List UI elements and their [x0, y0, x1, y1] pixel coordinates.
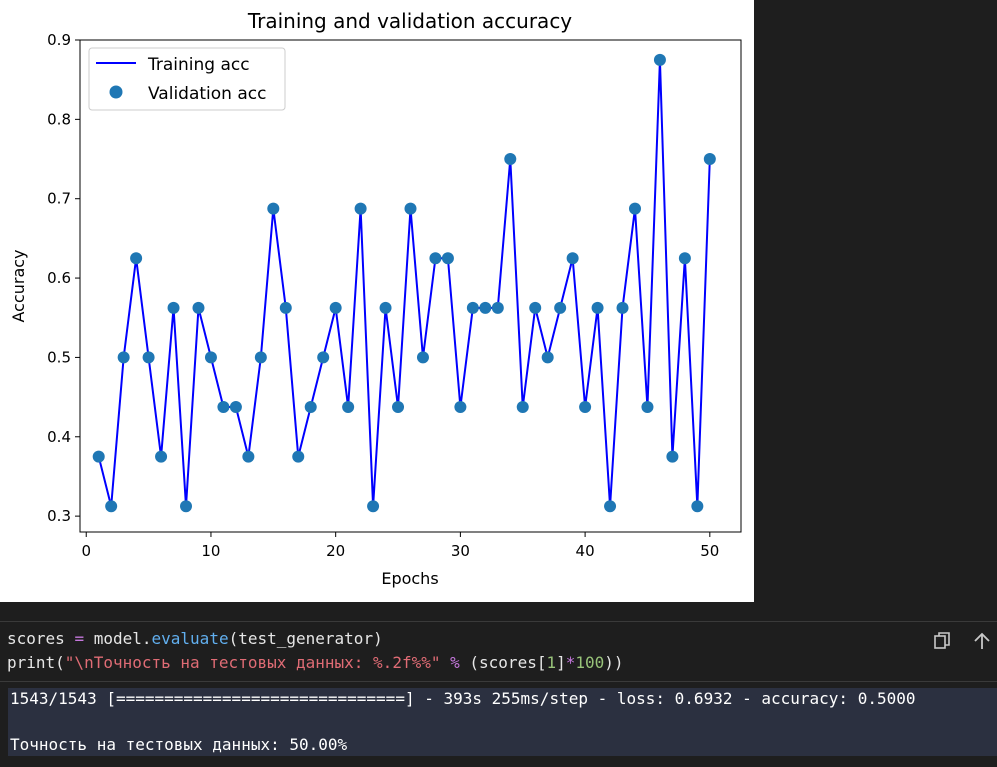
- y-axis-label: Accuracy: [9, 249, 28, 322]
- validation-acc-point: [92, 450, 105, 463]
- validation-acc-point: [691, 500, 704, 513]
- x-axis-label: Epochs: [381, 569, 438, 588]
- training-acc-line: [97, 59, 711, 507]
- validation-acc-point: [329, 301, 342, 314]
- validation-acc-point: [566, 252, 579, 265]
- validation-acc-point: [167, 301, 180, 314]
- validation-acc-point: [529, 301, 542, 314]
- validation-acc-point: [504, 153, 517, 166]
- code-token: %: [450, 653, 460, 672]
- validation-acc-point: [653, 53, 666, 66]
- x-tick-label: 40: [576, 542, 595, 560]
- chart-legend: Training acc Validation acc: [88, 47, 286, 111]
- validation-acc-point: [192, 301, 205, 314]
- code-token: scores: [7, 629, 75, 648]
- code-token: 1: [546, 653, 557, 672]
- cell-output: 1543/1543 [=============================…: [8, 688, 997, 756]
- code-token: 100: [575, 653, 605, 672]
- x-tick-label: 20: [326, 542, 345, 560]
- code-line-2: print("\nТочность на тестовых данных: %.…: [7, 653, 624, 672]
- validation-acc-point: [404, 202, 417, 215]
- y-tick-label: 0.7: [47, 190, 71, 208]
- progress-line: 1543/1543 [=============================…: [10, 689, 916, 708]
- validation-acc-point: [604, 500, 617, 513]
- code-token: model.: [84, 629, 152, 648]
- validation-acc-point: [130, 252, 143, 265]
- y-tick-label: 0.3: [47, 507, 71, 525]
- validation-acc-point: [454, 401, 467, 414]
- validation-acc-point: [155, 450, 168, 463]
- validation-acc-point: [429, 252, 442, 265]
- validation-acc-point: [242, 450, 255, 463]
- code-line-1: scores = model.evaluate(test_generator): [7, 629, 383, 648]
- result-line: Точность на тестовых данных: 50.00%: [10, 735, 348, 754]
- validation-acc-point: [554, 301, 567, 314]
- validation-acc-point: [479, 301, 492, 314]
- validation-acc-point: [254, 351, 267, 364]
- code-token: "\nТочность на тестовых данных: %.2f%%": [64, 653, 441, 672]
- arrow-up-icon[interactable]: [971, 630, 993, 652]
- validation-acc-point: [416, 351, 429, 364]
- code-token: print(: [7, 653, 65, 672]
- validation-acc-point: [379, 301, 392, 314]
- validation-acc-point: [279, 301, 292, 314]
- validation-acc-point: [142, 351, 155, 364]
- validation-acc-point: [579, 401, 592, 414]
- validation-acc-point: [441, 252, 454, 265]
- validation-acc-point: [541, 351, 554, 364]
- plot-output: Training and validation accuracy Epochs …: [0, 0, 754, 602]
- code-token: ]: [556, 653, 566, 672]
- validation-acc-point: [317, 351, 330, 364]
- validation-acc-point: [267, 202, 280, 215]
- chart-title: Training and validation accuracy: [247, 9, 572, 33]
- code-token: )): [604, 653, 624, 672]
- y-tick-label: 0.4: [47, 428, 71, 446]
- y-tick-label: 0.5: [47, 348, 71, 366]
- validation-acc-point: [292, 450, 305, 463]
- validation-acc-point: [516, 401, 529, 414]
- x-tick-label: 10: [201, 542, 220, 560]
- copy-icon[interactable]: [931, 630, 953, 652]
- validation-acc-point: [678, 252, 691, 265]
- validation-acc-point: [591, 301, 604, 314]
- validation-acc-point: [367, 500, 380, 513]
- validation-acc-point: [304, 401, 317, 414]
- code-token: (scores[: [459, 653, 547, 672]
- validation-acc-point: [628, 202, 641, 215]
- validation-acc-point: [392, 401, 405, 414]
- x-tick-label: 0: [81, 542, 91, 560]
- validation-acc-point: [703, 153, 716, 166]
- axes-frame: [79, 39, 742, 533]
- code-token: [440, 653, 450, 672]
- validation-acc-point: [666, 450, 679, 463]
- code-token: =: [74, 629, 85, 648]
- validation-acc-point: [354, 202, 367, 215]
- validation-acc-point: [491, 301, 504, 314]
- validation-acc-point: [466, 301, 479, 314]
- validation-acc-point: [217, 401, 230, 414]
- validation-acc-point: [204, 351, 217, 364]
- code-token: (test_generator): [228, 629, 383, 648]
- code-token: evaluate: [151, 629, 229, 648]
- code-token: *: [565, 653, 576, 672]
- code-cell[interactable]: scores = model.evaluate(test_generator) …: [0, 621, 997, 682]
- validation-acc-point: [616, 301, 629, 314]
- validation-acc-point: [117, 351, 130, 364]
- y-tick-label: 0.8: [47, 110, 71, 128]
- x-tick-label: 30: [451, 542, 470, 560]
- legend-entry-validation: Validation acc: [148, 84, 266, 104]
- validation-acc-point: [105, 500, 118, 513]
- x-tick-label: 50: [700, 542, 719, 560]
- y-tick-label: 0.9: [47, 31, 71, 49]
- y-tick-label: 0.6: [47, 269, 71, 287]
- validation-acc-point: [180, 500, 193, 513]
- legend-entry-training: Training acc: [147, 55, 250, 75]
- validation-acc-point: [342, 401, 355, 414]
- accuracy-chart: Training and validation accuracy Epochs …: [9, 9, 742, 588]
- validation-acc-point: [641, 401, 654, 414]
- legend-dot-marker: [109, 85, 123, 99]
- validation-acc-point: [229, 401, 242, 414]
